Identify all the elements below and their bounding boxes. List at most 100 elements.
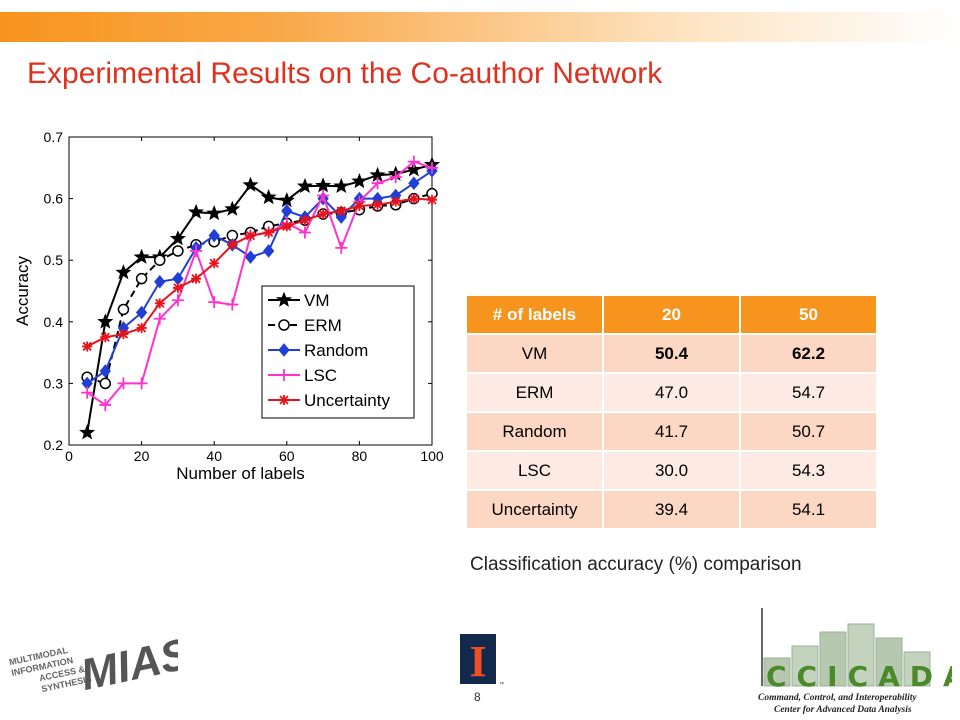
table-caption: Classification accuracy (%) comparison (470, 554, 802, 575)
table-cell-20: 47.0 (602, 373, 740, 413)
data-point-erm (154, 254, 166, 266)
data-point-lsc (153, 312, 166, 325)
table-cell-50: 54.1 (739, 490, 876, 530)
data-point-random (408, 176, 420, 190)
data-point-uncertainty (209, 258, 220, 269)
table-cell-20: 50.4 (602, 334, 740, 374)
data-point-uncertainty (390, 196, 401, 207)
data-point-uncertainty (191, 273, 202, 284)
data-point-uncertainty (154, 298, 165, 309)
data-point-vm (133, 248, 150, 264)
data-point-lsc (389, 171, 402, 184)
legend-label-uncertainty: Uncertainty (304, 391, 390, 410)
data-point-vm (169, 230, 186, 246)
table-header-row: # of labels 20 50 (467, 296, 876, 335)
illinois-block-i: I (469, 637, 486, 686)
data-point-erm (117, 303, 130, 316)
table-cell-method: ERM (467, 373, 603, 413)
logo-bar (819, 631, 847, 687)
data-point-lsc (298, 226, 311, 239)
data-point-uncertainty (227, 239, 238, 250)
data-point-lsc (190, 244, 203, 257)
data-point-vm (188, 203, 205, 219)
table-header-50: 50 (739, 296, 876, 335)
data-point-uncertainty (318, 209, 329, 219)
ccicada-subtitle-line: Command, Control, and Interoperability (758, 693, 917, 703)
table-cell-50: 54.3 (739, 451, 876, 491)
table-cell-method: LSC (467, 451, 603, 491)
data-point-erm (99, 377, 112, 390)
data-point-uncertainty (118, 329, 129, 340)
data-point-vm (224, 200, 241, 216)
x-tick-label: 0 (65, 448, 73, 464)
table-cell-20: 41.7 (602, 412, 740, 452)
page-number: 8 (474, 690, 481, 704)
x-axis-label: Number of labels (176, 464, 305, 483)
data-point-uncertainty (82, 341, 93, 352)
data-point-lsc (208, 296, 221, 309)
x-tick-label: 80 (352, 448, 368, 464)
data-point-vm (351, 173, 368, 189)
data-point-vm (97, 313, 114, 329)
data-point-vm (296, 177, 313, 194)
data-point-uncertainty (100, 332, 111, 343)
table-row: Uncertainty 39.4 54.1 (467, 490, 876, 530)
data-point-uncertainty (172, 282, 183, 293)
data-point-lsc (371, 177, 384, 190)
data-point-lsc (317, 189, 330, 202)
legend-marker-lsc (278, 369, 290, 381)
data-point-vm (242, 176, 259, 192)
illinois-logo: I ™ (460, 634, 504, 688)
data-point-uncertainty (245, 230, 256, 241)
logo-bar (903, 651, 931, 687)
table-cell-50: 50.7 (739, 412, 876, 452)
legend-label-lsc: LSC (304, 366, 337, 385)
data-point-vm (79, 424, 96, 440)
ccicada-subtitle-line: Center for Advanced Data Analysis (774, 705, 912, 715)
table-row: ERM 47.0 54.7 (467, 373, 876, 413)
y-axis-label: Accuracy (13, 256, 32, 326)
data-point-uncertainty (354, 200, 365, 211)
data-point-random (262, 244, 275, 258)
data-point-vm (115, 264, 132, 280)
data-point-uncertainty (427, 194, 437, 205)
data-point-random (99, 364, 111, 378)
legend-label-random: Random (304, 341, 368, 360)
table-row: VM 50.4 62.2 (467, 334, 876, 374)
table-cell-method: Uncertainty (467, 490, 603, 530)
top-accent-bar (0, 12, 960, 42)
data-point-lsc (335, 241, 348, 254)
table-row: LSC 30.0 54.3 (467, 451, 876, 491)
data-point-lsc (407, 155, 420, 168)
table-cell-50: 62.2 (739, 334, 876, 374)
mias-wordmark: MIAS (77, 629, 178, 700)
logo-bar (791, 645, 819, 687)
trademark-icon: ™ (499, 681, 504, 688)
data-point-uncertainty (336, 205, 347, 216)
table-cell-20: 30.0 (602, 451, 740, 491)
legend-marker-random (278, 343, 290, 357)
x-tick-label: 60 (279, 448, 295, 464)
table-header-labels: # of labels (467, 296, 603, 335)
data-point-lsc (81, 386, 94, 399)
data-point-uncertainty (136, 322, 147, 333)
x-tick-label: 100 (420, 448, 444, 464)
data-point-lsc (117, 377, 130, 390)
x-tick-label: 20 (134, 448, 150, 464)
data-point-uncertainty (408, 193, 419, 204)
data-point-lsc (99, 398, 112, 411)
table-cell-method: Random (467, 412, 603, 452)
data-point-erm (135, 272, 148, 285)
y-tick-label: 0.2 (44, 437, 64, 453)
data-point-lsc (135, 377, 148, 390)
data-point-lsc (226, 298, 239, 311)
table-cell-20: 39.4 (602, 490, 740, 530)
table-row: Random 41.7 50.7 (467, 412, 876, 452)
ccicada-logo: CCICADA Command, Control, and Interopera… (758, 608, 952, 715)
data-point-random (281, 204, 293, 218)
data-point-erm (172, 245, 184, 257)
mias-logo: MULTIMODAL INFORMATION ACCESS & SYNTHESI… (8, 629, 178, 700)
table-cell-50: 54.7 (739, 373, 876, 413)
accuracy-table: # of labels 20 50 VM 50.4 62.2 ERM 47.0 … (467, 296, 876, 530)
